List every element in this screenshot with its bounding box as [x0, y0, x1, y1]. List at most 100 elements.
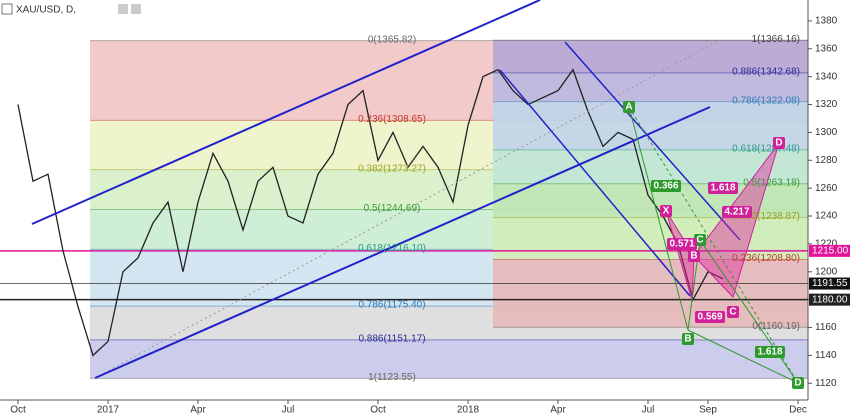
y-tick-label: 1340 [815, 71, 838, 82]
fib-band [90, 339, 808, 379]
collapse-icon[interactable] [1, 3, 13, 15]
price-tag-label: 1215.00 [812, 246, 849, 257]
fib-label: 0.5(1244.69) [364, 203, 421, 214]
pattern-tag [755, 346, 785, 358]
fib-band [493, 149, 808, 184]
x-tick-label: Jul [642, 405, 655, 416]
y-tick-label: 1220 [815, 239, 838, 250]
x-tick-label: Dec [789, 405, 807, 416]
y-tick-label: 1360 [815, 43, 838, 54]
fib-label: 0.618(1287.48) [732, 143, 800, 154]
fib-label: 0.382(1238.87) [732, 211, 800, 222]
fib-label: 0(1365.82) [368, 34, 416, 45]
x-axis-strip [0, 400, 850, 417]
pattern-tag [688, 250, 700, 262]
pattern-label: D [794, 378, 801, 389]
x-tick-label: Apr [190, 405, 206, 416]
pattern-green [628, 106, 799, 384]
price-tag [809, 277, 850, 290]
drawings [31, 0, 799, 384]
x-tick-label: Jul [282, 405, 295, 416]
pattern-tag [623, 101, 635, 113]
fib-label: 0(1160.19) [752, 321, 800, 332]
pattern-label: B [690, 251, 697, 262]
y-axis-strip [808, 0, 850, 400]
price-tag-label: 1180.00 [812, 294, 848, 305]
x-tick-label: Oct [370, 405, 386, 416]
pattern-tag [695, 311, 725, 323]
channel-upper [31, 0, 541, 225]
y-tick-label: 1120 [815, 378, 837, 389]
fib-label: 0.618(1216.10) [358, 243, 426, 254]
y-tick-label: 1140 [815, 350, 837, 361]
y-tick-label: 1280 [815, 155, 838, 166]
fib-label: 0.886(1342.68) [732, 67, 800, 78]
trend-dotted [94, 39, 721, 379]
pattern-label: B [684, 334, 691, 345]
pattern-label: 0.569 [697, 312, 722, 323]
pattern-tag [667, 238, 697, 250]
fib-band [493, 40, 808, 73]
price-line-series [17, 68, 724, 357]
pattern-tag [722, 206, 752, 218]
y-tick-label: 1160 [815, 322, 837, 333]
fib-label: 0.786(1175.40) [358, 300, 425, 311]
fib-band [493, 259, 808, 328]
fib-label: 0.236(1208.80) [732, 253, 800, 264]
y-tick-label: 1240 [815, 211, 838, 222]
fib-label: 1(1366.16) [752, 34, 800, 45]
pattern-label: A [625, 102, 632, 113]
pattern-label: 4.217 [724, 207, 749, 218]
x-tick-label: 2018 [457, 405, 480, 416]
price-tag [809, 244, 850, 257]
pattern-tag [651, 180, 681, 192]
x-tick-label: 2017 [97, 405, 120, 416]
pattern-bcd [693, 142, 780, 298]
pattern-label: C [696, 235, 703, 246]
y-tick-label: 1320 [815, 99, 838, 110]
axes: 1120114011601180120012201240126012801300… [10, 16, 850, 416]
pattern-tag [682, 333, 694, 345]
pattern-xab [665, 210, 695, 301]
x-tick-label: Apr [550, 405, 566, 416]
fib-bands [90, 39, 808, 379]
fib-band [493, 101, 808, 150]
y-tick-label: 1300 [815, 127, 838, 138]
pattern-label: 1.618 [757, 347, 782, 358]
pattern-tag [727, 306, 739, 318]
pattern-label: D [775, 138, 782, 149]
pattern-tag [708, 182, 738, 194]
pattern-label: 0.366 [653, 181, 678, 192]
price-layer [0, 68, 808, 357]
fib-label: 0.382(1273.27) [358, 163, 426, 174]
x-tick-label: Sep [699, 405, 717, 416]
pattern-tag [792, 377, 804, 389]
fib-label: 0.786(1322.08) [732, 95, 800, 106]
channel-down-lower [499, 69, 691, 297]
price-tag [809, 293, 850, 306]
fib-label: 0.236(1308.65) [358, 114, 426, 125]
price-tag-label: 1191.55 [812, 278, 848, 289]
chart-title: XAU/USD, D, [16, 5, 76, 16]
settings-icon[interactable] [118, 4, 128, 14]
pattern-label: X [663, 206, 670, 217]
fib-label: 0.886(1151.17) [358, 333, 425, 344]
fib-label: 1(1123.55) [368, 372, 416, 383]
channel-lower [94, 106, 711, 379]
fib-label: 0.5(1263.18) [743, 177, 800, 188]
y-tick-label: 1380 [815, 16, 838, 27]
pattern-green-bd [687, 329, 799, 384]
y-tick-label: 1260 [815, 183, 838, 194]
pattern-label: C [729, 307, 736, 318]
pattern-tag [660, 205, 672, 217]
pattern-label: 1.618 [710, 183, 735, 194]
channel-down-upper [564, 41, 741, 241]
close-icon[interactable] [131, 4, 141, 14]
pattern-tag [773, 137, 785, 149]
pattern-label: 0.571 [669, 239, 694, 250]
x-tick-label: Oct [10, 405, 26, 416]
y-tick-label: 1200 [815, 266, 838, 277]
annotations: 0(1365.82) 0.236(1308.65) 0.382(1273.27) 0.… [358, 34, 804, 389]
